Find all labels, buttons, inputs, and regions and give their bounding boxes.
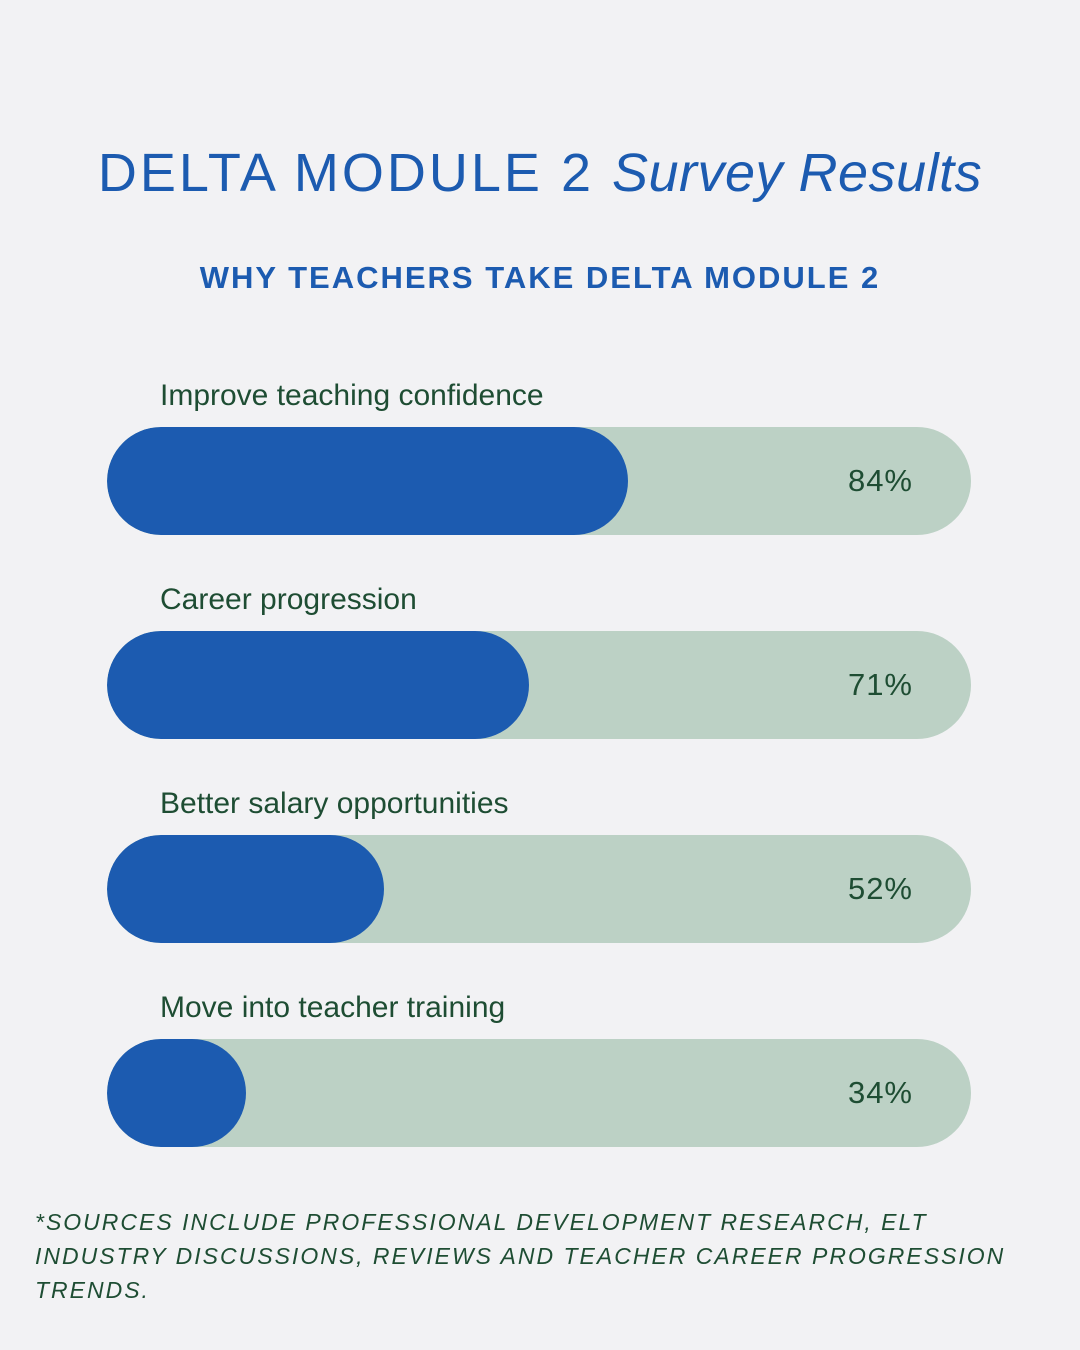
title-main: DELTA MODULE 2 <box>97 143 594 203</box>
bar-track: 52% <box>107 835 971 943</box>
bar-value-label: 52% <box>847 871 913 906</box>
bar-fill <box>107 631 529 739</box>
page-title: DELTA MODULE 2 Survey Results <box>0 138 1080 208</box>
title-accent: Survey Results <box>611 143 983 203</box>
sources-footnote: *SOURCES INCLUDE PROFESSIONAL DEVELOPMEN… <box>35 1209 1006 1303</box>
chart-subtitle: WHY TEACHERS TAKE DELTA MODULE 2 <box>199 260 881 295</box>
bar-track: 84% <box>107 427 971 535</box>
bar-label: Improve teaching confidence <box>160 379 544 412</box>
bar-label: Better salary opportunities <box>160 787 509 820</box>
bar-value-label: 71% <box>847 667 913 702</box>
bar-value-label: 84% <box>847 463 913 498</box>
bar-fill <box>107 835 384 943</box>
bar-label: Career progression <box>160 583 417 616</box>
bar-track: 71% <box>107 631 971 739</box>
bar-track: 34% <box>107 1039 971 1147</box>
bar-label: Move into teacher training <box>160 991 506 1024</box>
bar-fill <box>107 427 628 535</box>
bar-value-label: 34% <box>847 1075 913 1110</box>
bar-fill <box>107 1039 246 1147</box>
